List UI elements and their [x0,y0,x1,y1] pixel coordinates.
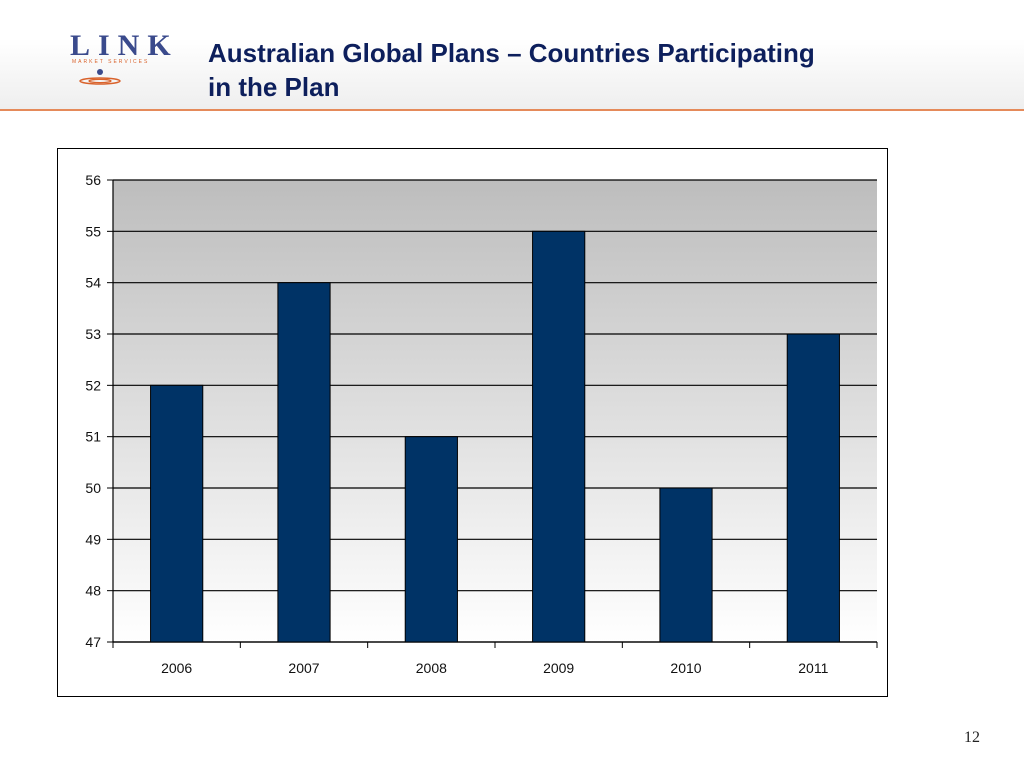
y-tick-label: 50 [85,480,101,496]
y-tick-label: 48 [85,583,101,599]
plot-area [113,180,877,642]
chart-frame: 47 48 49 50 51 52 53 54 55 56 2006 2007 2008 2009 2010… [57,148,888,697]
page-number: 12 [964,729,980,746]
y-tick-label: 47 [85,634,101,650]
bar-chart: 47 48 49 50 51 52 53 54 55 56 2006 2007 2008 2009 2010… [85,172,878,676]
y-tick-label: 55 [85,223,101,239]
slide-header: LINK MARKET SERVICES Australian Global P… [0,0,1024,110]
logo-subtitle: MARKET SERVICES [72,59,150,65]
y-tick-label: 49 [85,531,101,547]
y-tick-label: 53 [85,326,101,342]
x-tick-label: 2011 [798,660,828,676]
x-tick-label: 2006 [161,660,192,676]
x-tick-label: 2010 [670,660,701,676]
bar-2011 [786,333,840,643]
title-line-1: Australian Global Plans – Countries Part… [208,38,815,68]
y-tick-label: 56 [85,172,101,188]
title-line-2: in the Plan [208,72,340,102]
bar-2010 [659,487,713,643]
x-tick-label: 2007 [288,660,319,676]
y-tick-label: 54 [85,275,101,291]
link-logo: LINK MARKET SERVICES [70,30,171,92]
y-tick-label: 51 [85,429,101,445]
header-divider [0,109,1024,111]
page-title: Australian Global Plans – Countries Part… [208,36,968,104]
logo-wordmark: LINK [70,29,179,62]
y-tick-label: 52 [85,377,101,393]
bar-2008 [404,436,458,643]
bar-2007 [277,282,331,643]
logo-ripple-icon [79,69,121,85]
bar-2006 [150,384,204,643]
bar-2009 [532,230,586,643]
x-tick-label: 2008 [416,660,447,676]
x-tick-label: 2009 [543,660,574,676]
